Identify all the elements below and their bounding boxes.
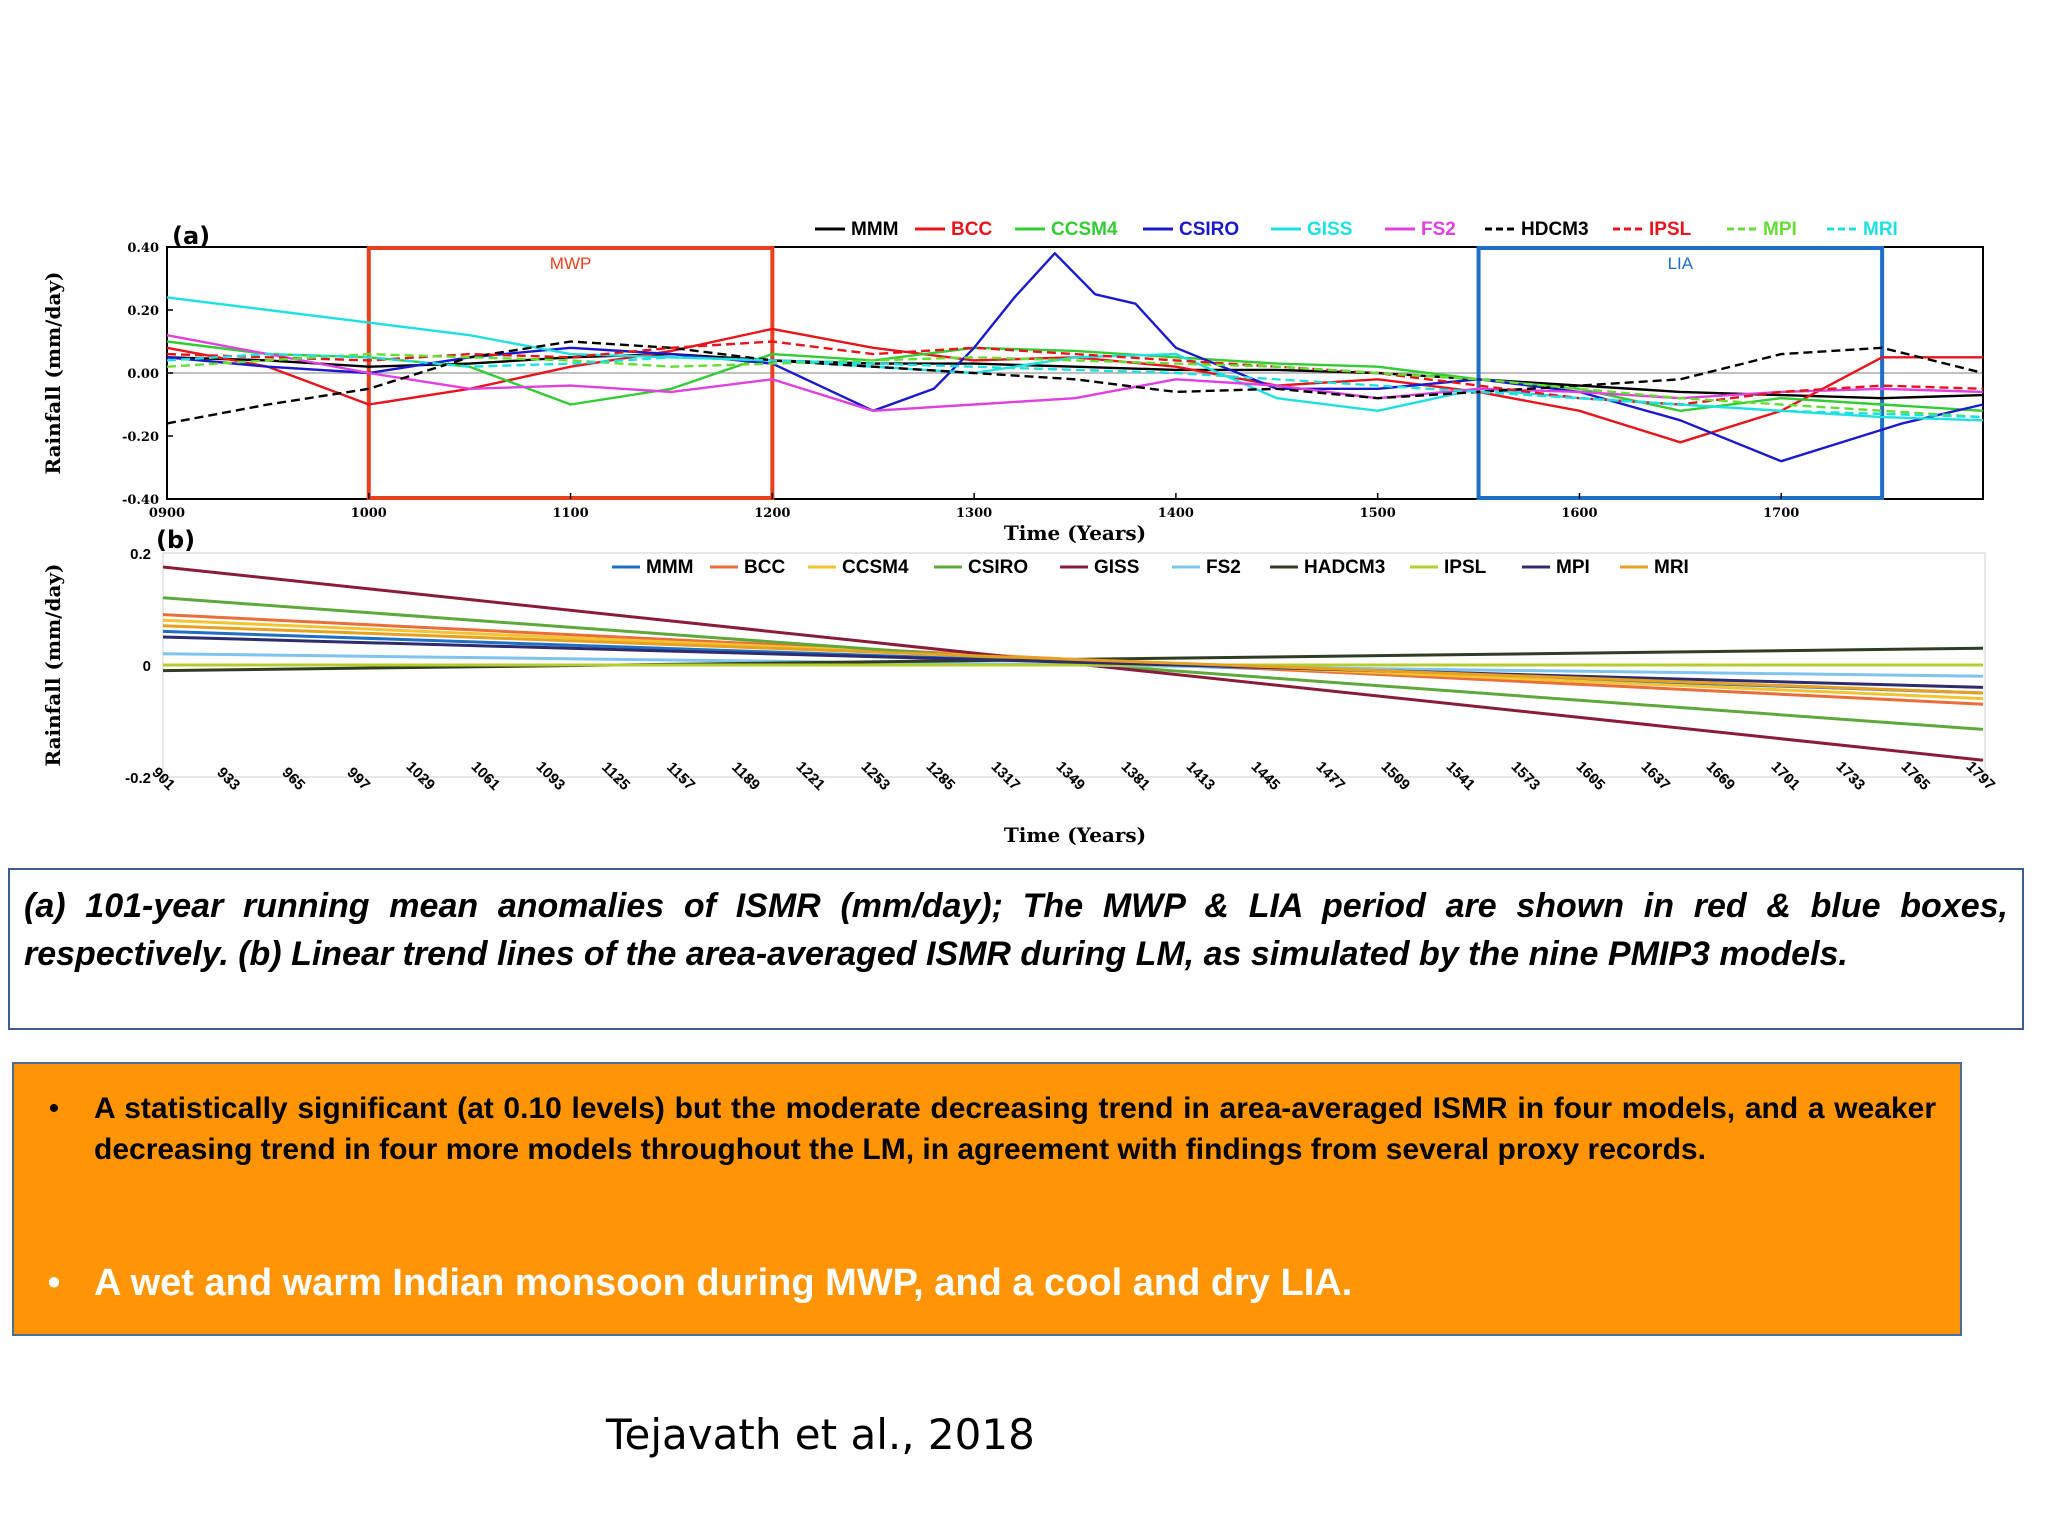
series-line-mmm (166, 352, 1984, 400)
y-tick-label: 0.2 (130, 546, 151, 563)
x-tick-label: 1300 (956, 506, 992, 521)
bullet-marker: • (47, 1262, 61, 1304)
summary-box: • A statistically significant (at 0.10 l… (12, 1062, 1962, 1336)
legend-label: FS2 (1206, 557, 1241, 578)
legend-label: MRI (1863, 219, 1898, 240)
legend-label: MMM (851, 219, 898, 240)
x-tick-label: 1700 (1763, 506, 1799, 521)
panel-a-label: (a) (172, 222, 210, 250)
legend-label: IPSL (1444, 557, 1487, 578)
legend-label: CSIRO (968, 557, 1028, 578)
legend-label: GISS (1307, 219, 1352, 240)
legend-item-mri: MRI (1620, 557, 1689, 578)
legend-item-mpi: MPI (1522, 557, 1590, 578)
legend-label: BCC (744, 557, 785, 578)
trend-line-mri (162, 624, 1984, 695)
legend-label: FS2 (1421, 219, 1456, 240)
summary-point-2: • A wet and warm Indian monsoon during M… (14, 1260, 1352, 1306)
x-tick-label: 1200 (754, 506, 790, 521)
period-box-label: LIA (1668, 254, 1694, 273)
summary-point-2-text: A wet and warm Indian monsoon during MWP… (94, 1262, 1353, 1304)
legend-item-csiro: CSIRO (934, 557, 1028, 578)
legend-label: MPI (1556, 557, 1590, 578)
bullet-marker: • (48, 1092, 60, 1125)
legend-label: CCSM4 (1051, 219, 1118, 240)
x-tick-label: 1400 (1158, 506, 1194, 521)
x-tick-label: 1000 (351, 506, 387, 521)
legend-label: IPSL (1649, 219, 1692, 240)
legend-item-mri: MRI (1827, 219, 1898, 240)
series-line-hdcm3 (166, 340, 1984, 425)
y-tick-label: 0.00 (127, 367, 159, 382)
y-tick-label: 0 (143, 658, 151, 675)
legend-item-giss: GISS (1271, 219, 1352, 240)
legend-item-ccsm4: CCSM4 (808, 557, 909, 578)
legend-label: CCSM4 (842, 557, 909, 578)
x-tick-label: 1100 (552, 506, 588, 521)
period-box-lia (1476, 246, 1885, 500)
panel-a-x-axis-title: Time (Years) (1004, 521, 1146, 545)
legend-item-ipsl: IPSL (1410, 557, 1487, 578)
legend-item-bcc: BCC (710, 557, 785, 578)
panel-a-chart: (a) MWP LIA 0.40 0.20 0.00 -0.20 -0.40 0900 10… (41, 219, 1984, 545)
panel-b-chart: (b) 0.20-0.2 901 933 965 997 1029 1061 1093 112… (41, 526, 1998, 847)
y-tick-label: 0.40 (127, 241, 159, 256)
summary-point-1-text: A statistically significant (at 0.10 lev… (94, 1092, 1936, 1166)
legend-item-hadcm3: HADCM3 (1270, 557, 1385, 578)
series-line-mpi (166, 352, 1984, 419)
legend-label: GISS (1094, 557, 1139, 578)
y-tick-label: -0.2 (125, 770, 151, 787)
legend-item-mpi: MPI (1727, 219, 1797, 240)
citation: Tejavath et al., 2018 (606, 1410, 1035, 1459)
legend-label: HDCM3 (1521, 219, 1589, 240)
legend-label: MMM (646, 557, 693, 578)
y-tick-label: -0.20 (122, 430, 159, 445)
legend-item-fs2: FS2 (1385, 219, 1456, 240)
x-tick-label: 1500 (1360, 506, 1396, 521)
x-tick-label: 1600 (1561, 506, 1597, 521)
legend-label: BCC (951, 219, 992, 240)
series-line-csiro (166, 252, 1984, 463)
summary-point-1: • A statistically significant (at 0.10 l… (14, 1088, 1936, 1170)
legend-label: MRI (1654, 557, 1689, 578)
legend-item-mmm: MMM (815, 219, 898, 240)
legend-item-mmm: MMM (612, 557, 693, 578)
legend-label: HADCM3 (1304, 557, 1385, 578)
legend-item-fs2: FS2 (1172, 557, 1241, 578)
figure-caption: (a) 101-year running mean anomalies of I… (8, 868, 2024, 1030)
legend-item-hdcm3: HDCM3 (1485, 219, 1589, 240)
panel-b-label: (b) (156, 526, 195, 554)
series-line-mri (166, 352, 1984, 419)
period-box-label: MWP (550, 254, 592, 273)
panel-a-y-axis-title: Rainfall (mm/day) (41, 271, 65, 474)
panel-b-y-axis-title: Rainfall (mm/day) (41, 563, 65, 766)
legend-item-ccsm4: CCSM4 (1015, 219, 1118, 240)
x-tick-label: 0900 (149, 506, 185, 521)
legend-label: CSIRO (1179, 219, 1239, 240)
figure: (a) MWP LIA 0.400.200.00-0.20-0.40 0900 10… (41, 219, 1998, 847)
series-line-ccsm4 (166, 340, 1984, 412)
panel-b-x-axis-title: Time (Years) (1004, 823, 1146, 847)
y-tick-label: -0.40 (122, 493, 159, 508)
trend-line-mpi (162, 635, 1984, 689)
legend-item-bcc: BCC (915, 219, 992, 240)
y-tick-label: 0.20 (127, 304, 159, 319)
legend-item-csiro: CSIRO (1143, 219, 1239, 240)
legend-item-ipsl: IPSL (1613, 219, 1692, 240)
legend-item-giss: GISS (1060, 557, 1139, 578)
legend-label: MPI (1763, 219, 1797, 240)
